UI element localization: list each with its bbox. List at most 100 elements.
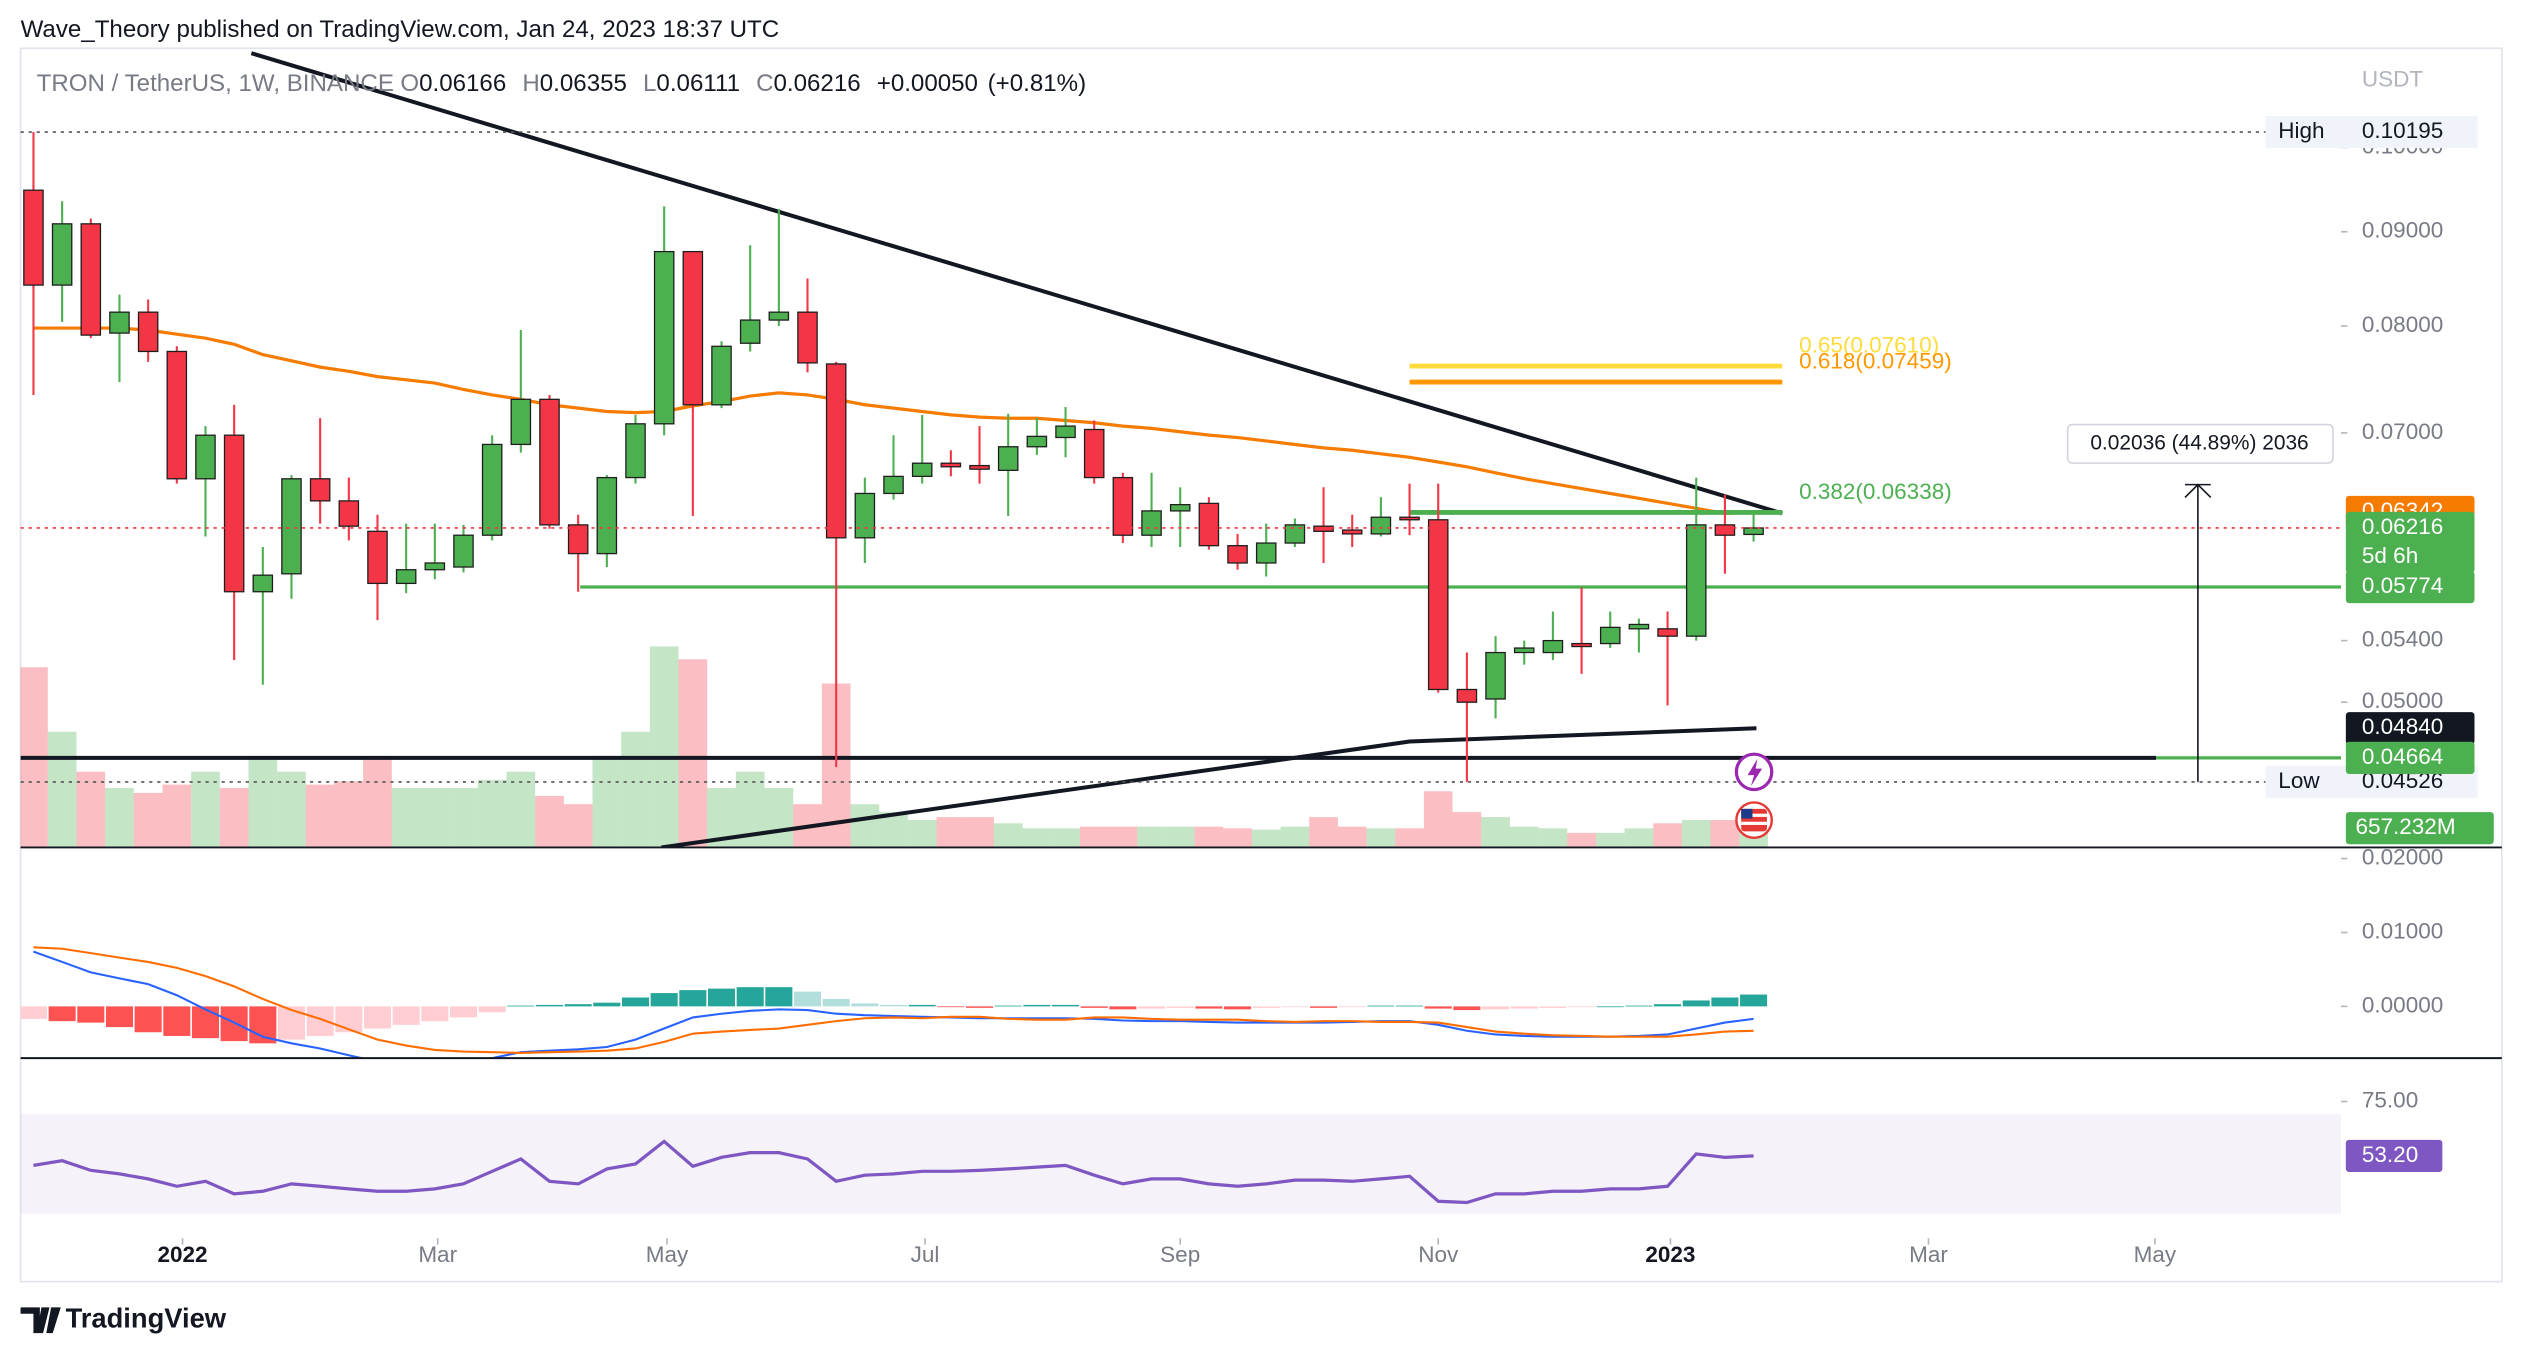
candle-body	[682, 250, 704, 406]
x-tick-label: May	[646, 1242, 689, 1267]
volume-bar	[563, 804, 593, 848]
last-price-box	[2345, 511, 2475, 573]
macd-line	[33, 950, 1754, 1059]
x-tick-label: May	[2134, 1242, 2177, 1267]
y-tick-label: 0.08000	[2362, 312, 2443, 337]
candle-body	[854, 492, 876, 539]
candle-body	[1571, 642, 1592, 648]
volume-bar	[1423, 791, 1453, 848]
candle-body	[768, 311, 790, 321]
candle-body	[453, 534, 474, 568]
macd-histogram	[1109, 1006, 1137, 1010]
macd-histogram	[822, 998, 850, 1007]
candle-body	[653, 250, 675, 425]
macd-histogram	[191, 1006, 220, 1039]
candle-body	[395, 569, 417, 585]
volume-bar	[420, 787, 450, 848]
macd-histogram	[793, 991, 822, 1007]
macd-histogram	[1195, 1006, 1223, 1009]
rsi-value-box	[2345, 1139, 2443, 1172]
price-pane	[20, 51, 2342, 848]
alert-icon[interactable]	[1734, 752, 1774, 792]
volume-bar	[592, 755, 622, 848]
macd-histogram	[1080, 1006, 1108, 1008]
legend-change-pct: (+0.81%)	[988, 71, 1086, 98]
macd-histogram	[1252, 1006, 1280, 1008]
candle-body	[510, 398, 532, 446]
macd-histogram	[994, 1005, 1022, 1007]
ohlc-legend: TRON / TetherUS, 1W, BINANCE O0.06166 H0.0…	[37, 71, 1086, 98]
volume-bar	[678, 659, 708, 848]
volume-bar	[1108, 826, 1138, 848]
volume-bar	[219, 787, 249, 848]
candle-body	[1513, 647, 1535, 654]
rsi-tick-label: 75.00	[2362, 1087, 2418, 1112]
volume-bar	[1194, 826, 1224, 848]
chart-frame	[19, 47, 2503, 1283]
candle-body	[1341, 529, 1363, 535]
level-value: 0.05774	[2362, 573, 2443, 598]
macd-histogram	[1596, 1006, 1624, 1008]
macd-histogram	[449, 1006, 478, 1018]
volume-bar	[1710, 819, 1740, 848]
y-tick-label: 0.05400	[2362, 627, 2443, 652]
candle-body	[1542, 639, 1564, 654]
candle-body	[367, 530, 388, 585]
volume-bar	[477, 780, 507, 848]
candle-body	[1743, 527, 1764, 536]
macd-histogram	[707, 988, 736, 1007]
flag-icon[interactable]	[1735, 801, 1773, 840]
macd-tick-label: 0.00000	[2362, 992, 2443, 1017]
legend-value: 0.06111	[656, 71, 740, 98]
candle-body	[1026, 435, 1048, 448]
candle-body	[109, 311, 130, 334]
volume-bar	[850, 804, 880, 848]
volume-bar	[133, 792, 163, 848]
candle-body	[940, 462, 962, 468]
volume-value: 657.232M	[2355, 814, 2455, 839]
macd-histogram	[507, 1005, 535, 1007]
volume-bar	[391, 787, 421, 848]
measure-label: 0.02036 (44.89%) 2036	[2090, 431, 2308, 454]
x-tick-label: 2022	[158, 1242, 208, 1267]
volume-bar	[277, 771, 306, 848]
candle-body	[309, 478, 331, 502]
symbol: TRON / TetherUS, 1W, BINANCE	[37, 71, 394, 98]
candle-body	[625, 423, 646, 479]
candle-body	[711, 345, 732, 406]
macd-histogram	[1682, 1000, 1710, 1007]
volume-bar	[1337, 826, 1367, 848]
volume-bar	[936, 817, 966, 848]
macd-histogram	[306, 1006, 334, 1036]
candle-body	[1198, 502, 1220, 547]
moving-average	[33, 326, 1754, 516]
volume-bar	[363, 758, 392, 848]
candle-body	[1456, 688, 1478, 703]
rsi-pane	[20, 1113, 2342, 1214]
volume-bar	[1481, 817, 1510, 848]
candle-body	[481, 443, 503, 536]
candle-body	[338, 500, 360, 527]
volume-bar	[1567, 832, 1596, 848]
level-value: 0.04664	[2362, 744, 2443, 769]
volume-bar	[1452, 812, 1482, 848]
macd-histogram	[908, 1004, 936, 1007]
macd-histogram	[1510, 1006, 1538, 1009]
candle-body	[1083, 428, 1105, 479]
extreme-box	[2265, 115, 2478, 149]
volume-bar	[1624, 828, 1654, 848]
countdown: 5d 6h	[2362, 543, 2418, 568]
macd-histogram	[163, 1006, 191, 1036]
macd-tick-label: 0.02000	[2362, 844, 2443, 869]
rsi-band	[20, 1113, 2342, 1214]
footer-brand: TradingView	[66, 1302, 227, 1333]
volume-bar	[1595, 832, 1625, 848]
macd-histogram	[1396, 1005, 1424, 1007]
volume-bar	[105, 787, 134, 848]
macd-histogram	[621, 997, 650, 1007]
candle-body	[281, 478, 302, 575]
legend-change: +0.00050	[877, 71, 978, 98]
macd-histogram	[48, 1006, 76, 1022]
rsi-value: 53.20	[2362, 1142, 2418, 1167]
y-tick-label: 0.09000	[2362, 218, 2443, 243]
